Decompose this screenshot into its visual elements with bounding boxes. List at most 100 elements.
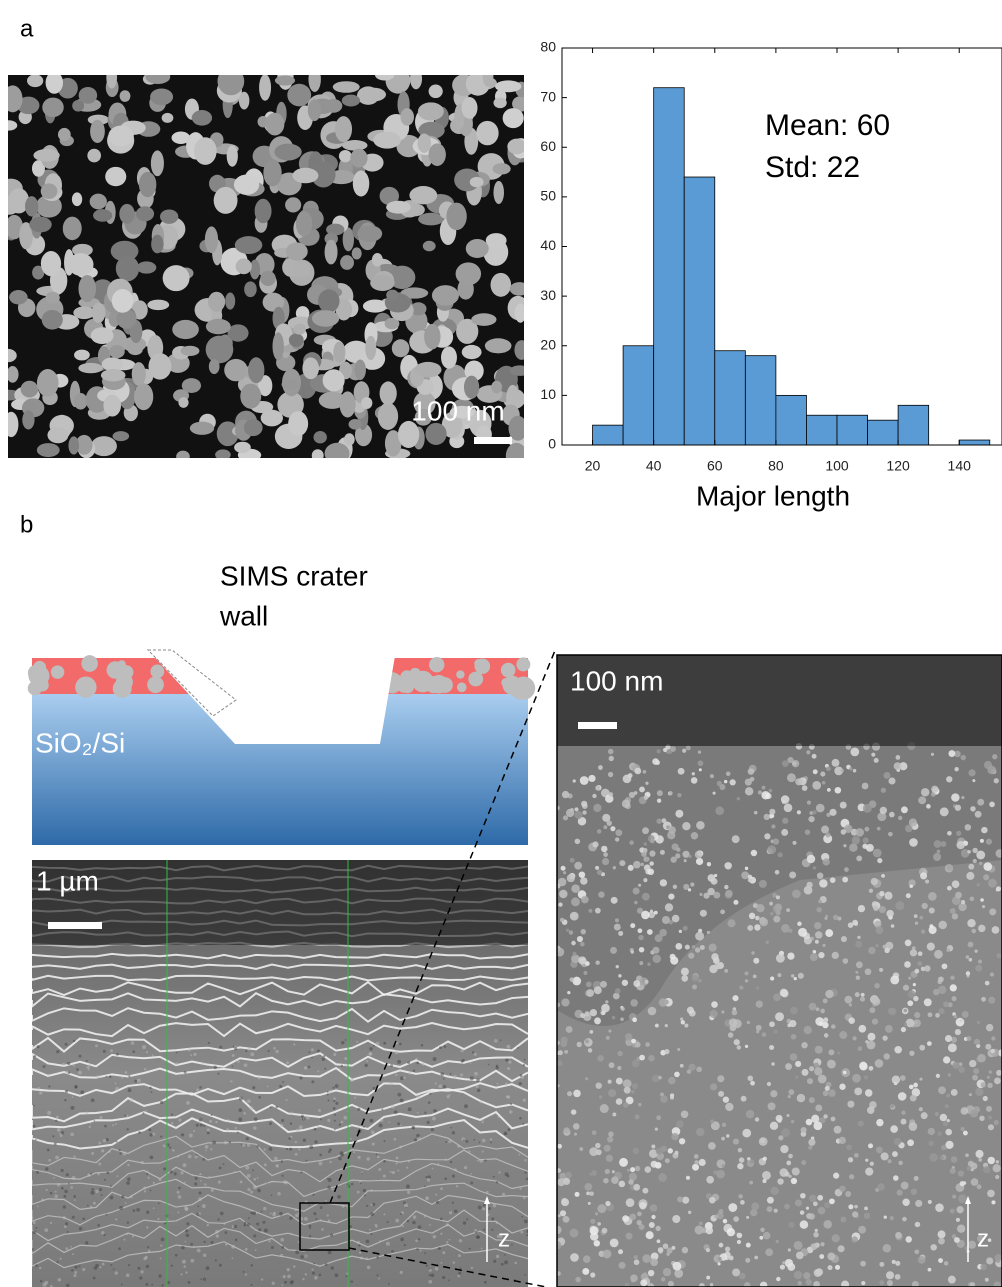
nanoparticle xyxy=(788,1089,794,1095)
nanoparticle xyxy=(809,1194,816,1201)
nanoparticle xyxy=(683,926,688,931)
grain xyxy=(520,1074,523,1077)
nanoparticle xyxy=(762,786,766,790)
grain xyxy=(329,1148,332,1151)
grain xyxy=(454,1209,458,1213)
nanoparticle xyxy=(943,1121,948,1126)
grain xyxy=(202,1158,205,1161)
grain xyxy=(453,1075,457,1079)
particle xyxy=(510,365,530,375)
nanoparticle xyxy=(671,857,677,863)
grain xyxy=(127,1128,129,1130)
grain xyxy=(219,1091,221,1093)
nanoparticle xyxy=(695,947,700,952)
nanoparticle xyxy=(754,811,758,815)
grain xyxy=(78,1071,82,1075)
nanoparticle xyxy=(831,1117,836,1122)
grain xyxy=(383,1213,385,1215)
nanoparticle xyxy=(645,1166,652,1173)
nanoparticle xyxy=(804,1026,812,1034)
particle xyxy=(342,95,360,107)
nanoparticle xyxy=(811,1243,818,1250)
particle xyxy=(41,251,61,276)
nanoparticle xyxy=(602,858,609,865)
grain xyxy=(412,1126,416,1130)
grain xyxy=(448,1140,451,1143)
grain xyxy=(396,1157,399,1160)
grain xyxy=(174,1128,176,1130)
grain xyxy=(390,1082,393,1085)
grain xyxy=(91,1098,95,1102)
nanoparticle xyxy=(785,1063,792,1070)
particle xyxy=(248,357,264,383)
nanoparticle xyxy=(909,1122,918,1131)
nanoparticle xyxy=(894,1046,902,1054)
nanoparticle xyxy=(816,804,825,813)
particle xyxy=(4,412,19,437)
particle xyxy=(456,262,482,285)
grain xyxy=(286,1061,289,1064)
nanoparticle xyxy=(652,954,661,963)
particle xyxy=(363,300,387,313)
grain xyxy=(490,1045,492,1047)
nanoparticle xyxy=(935,1112,939,1116)
nanoparticle xyxy=(813,866,816,869)
nanoparticle xyxy=(872,1019,878,1025)
nanoparticle xyxy=(946,1094,950,1098)
grain xyxy=(110,1196,114,1200)
particle xyxy=(313,431,326,443)
nanoparticle xyxy=(664,1049,669,1054)
nanoparticle xyxy=(635,1042,641,1048)
bar xyxy=(593,425,624,445)
nanoparticle xyxy=(657,799,661,803)
grain xyxy=(34,1055,36,1057)
nanoparticle xyxy=(692,975,699,982)
particle xyxy=(146,70,171,84)
nanoparticle xyxy=(599,1096,602,1099)
grain xyxy=(238,1117,242,1121)
grain xyxy=(144,1190,146,1192)
nanoparticle xyxy=(895,1274,901,1280)
nanoparticle xyxy=(876,1147,883,1154)
nanoparticle xyxy=(633,980,640,987)
nanoparticle xyxy=(966,971,970,975)
particle xyxy=(101,369,126,381)
particle xyxy=(239,92,249,110)
grain xyxy=(230,1080,232,1082)
nanoparticle xyxy=(888,777,895,784)
nanoparticle xyxy=(846,1145,852,1151)
nanoparticle xyxy=(855,992,860,997)
nanoparticle xyxy=(650,839,655,844)
nanoparticle xyxy=(929,926,937,934)
nanoparticle xyxy=(937,850,941,854)
grain xyxy=(308,1225,311,1228)
nanoparticle xyxy=(818,1207,826,1215)
nanoparticle xyxy=(582,1268,589,1275)
nanoparticle xyxy=(773,993,781,1001)
nanoparticle xyxy=(861,993,865,997)
grain xyxy=(354,1097,356,1099)
grain xyxy=(526,1234,528,1236)
nanoparticle xyxy=(660,850,665,855)
grain xyxy=(193,1053,196,1056)
grain xyxy=(121,1076,123,1078)
grain xyxy=(309,1145,313,1149)
grain xyxy=(178,1195,182,1199)
grain xyxy=(193,1130,195,1132)
grain xyxy=(376,1042,380,1046)
particle xyxy=(400,670,413,683)
particle xyxy=(37,369,59,397)
nanoparticle xyxy=(966,955,970,959)
nanoparticle xyxy=(935,1203,944,1212)
grain xyxy=(327,1091,329,1093)
nanoparticle xyxy=(930,1244,937,1251)
grain xyxy=(427,1178,430,1181)
grain xyxy=(64,1190,67,1193)
particle xyxy=(163,265,190,291)
grain xyxy=(317,1070,319,1072)
grain xyxy=(458,1272,461,1275)
grain xyxy=(470,1076,474,1080)
grain xyxy=(37,1206,39,1208)
grain xyxy=(199,1086,202,1089)
particle xyxy=(224,359,247,381)
